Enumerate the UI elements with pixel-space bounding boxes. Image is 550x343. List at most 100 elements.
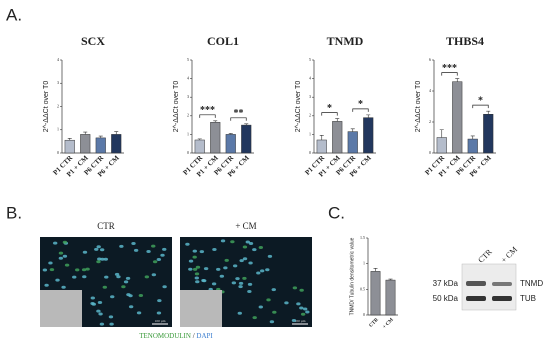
y-tick-label: 0: [57, 150, 59, 155]
cell: [188, 267, 193, 271]
cell: [102, 285, 108, 289]
error-bar: [83, 131, 88, 135]
cell: [201, 279, 206, 283]
cell: [125, 276, 131, 280]
x-tick-label: CTR: [369, 317, 380, 328]
bar: [332, 121, 343, 154]
error-bar: [335, 118, 340, 122]
cell: [61, 285, 66, 289]
bar: [436, 137, 447, 154]
cell: [62, 254, 68, 258]
bar: [210, 122, 221, 154]
y-tick-label: 3: [187, 94, 189, 99]
cell: [156, 311, 162, 315]
cell: [300, 312, 306, 316]
bar: [95, 137, 106, 154]
cell: [232, 264, 238, 268]
y-tick-label: 3: [309, 94, 311, 99]
cell: [98, 312, 103, 316]
cell: [224, 258, 229, 262]
cell: [151, 273, 157, 277]
blot-protein: TUB: [520, 294, 536, 303]
cell: [99, 322, 105, 326]
error-bar: [213, 120, 218, 123]
significance-label: **: [234, 108, 244, 119]
cell: [272, 310, 277, 314]
chart-title: SCX: [81, 34, 105, 48]
y-tick-label: 4: [309, 76, 311, 81]
cell: [299, 288, 304, 292]
error-bar: [244, 123, 249, 126]
cell: [203, 267, 209, 271]
cell: [219, 274, 225, 278]
error-bar: [439, 129, 444, 138]
cell: [144, 275, 150, 279]
cell: [157, 299, 162, 303]
significance-bracket: [321, 112, 338, 116]
bar: [111, 134, 122, 154]
cell: [302, 307, 308, 311]
y-tick-label: 3: [57, 80, 59, 85]
band: [492, 296, 512, 301]
cell: [100, 257, 105, 261]
y-tick-label: 2: [187, 113, 189, 118]
cell: [292, 286, 298, 290]
cell: [235, 277, 240, 281]
y-tick-label: 5: [309, 57, 311, 62]
cell: [238, 285, 243, 289]
y-axis-label: 2^-ΔΔCt over T0: [173, 81, 180, 133]
cell: [97, 301, 103, 305]
significance-bracket: [352, 108, 369, 112]
significance-bracket: [199, 114, 216, 118]
image-label: CTR: [97, 221, 115, 231]
error-bar: [114, 131, 119, 135]
cell: [291, 319, 297, 323]
y-tick-label: 4: [57, 57, 59, 62]
cell: [230, 240, 235, 244]
cell: [247, 282, 253, 286]
cell: [299, 306, 304, 310]
significance-label: *: [358, 99, 363, 110]
cell: [271, 288, 276, 292]
panel-label: C.: [328, 203, 345, 222]
cell: [258, 305, 263, 309]
lane-label: CTR: [476, 247, 494, 265]
cell: [195, 265, 201, 269]
cell: [211, 282, 217, 286]
significance-label: *: [327, 103, 332, 114]
cell: [296, 302, 301, 306]
cell: [248, 242, 254, 246]
cell: [131, 241, 136, 245]
scale-bar-label: 100 µm: [155, 319, 166, 323]
cell: [90, 296, 96, 300]
y-tick-label: 2: [57, 103, 59, 108]
cell: [305, 310, 310, 314]
bar: [80, 134, 91, 154]
sep: /: [191, 332, 196, 340]
cell: [188, 259, 194, 263]
y-axis-label: 2^-ΔΔCt over T0: [295, 81, 302, 133]
y-tick-label: 6: [429, 57, 431, 62]
error-bar: [366, 114, 371, 118]
cell: [192, 249, 197, 253]
error-bar: [197, 138, 202, 140]
cell: [104, 275, 109, 279]
cell: [242, 257, 248, 261]
bar: [452, 81, 463, 154]
cell: [62, 240, 68, 244]
blot: [461, 263, 517, 311]
cell: [44, 283, 49, 287]
bar: [363, 117, 374, 154]
stain: TENOMODULIN: [139, 332, 191, 340]
cell: [242, 245, 248, 249]
y-tick-label: 0: [429, 150, 431, 155]
cell: [156, 258, 162, 262]
stain: DAPI: [196, 332, 213, 340]
cell: [82, 250, 88, 254]
bar: [483, 114, 494, 154]
cell: [269, 320, 275, 324]
cell: [265, 268, 270, 272]
cell: [252, 248, 257, 252]
cell: [99, 248, 105, 252]
